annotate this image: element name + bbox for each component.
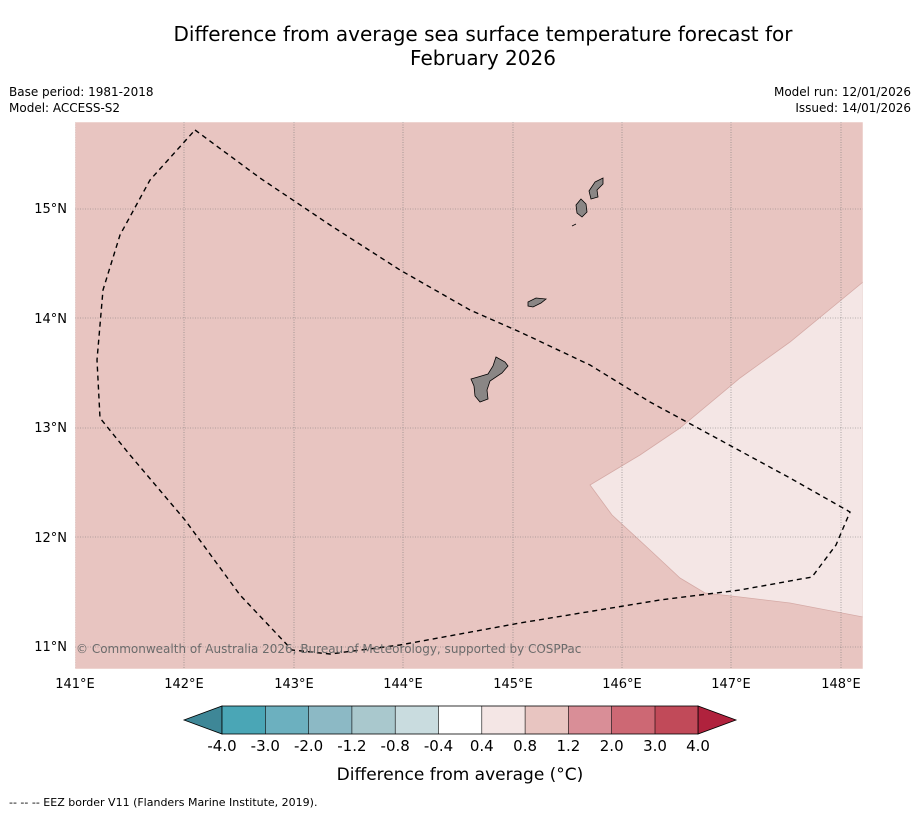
lon-label-142: 142°E <box>164 677 204 692</box>
model-name: Model: ACCESS-S2 <box>9 101 121 115</box>
saipan-island <box>588 177 604 200</box>
title-line-2: February 2026 <box>410 46 556 70</box>
colorbar-segment-9 <box>568 706 612 734</box>
guam-island <box>470 356 509 403</box>
colorbar-segment-6 <box>438 706 482 734</box>
longitude-labels: 141°E 142°E 143°E 144°E 145°E 146°E 147°… <box>55 677 861 692</box>
rota-island <box>527 297 548 308</box>
colorbar-dividers <box>264 706 656 734</box>
lon-label-143: 143°E <box>274 677 314 692</box>
lon-label-146: 146°E <box>602 677 642 692</box>
colorbar-tick-2: -3.0 <box>251 737 280 755</box>
colorbar-tick-3: -2.0 <box>294 737 323 755</box>
lat-label-15: 15°N <box>34 202 67 217</box>
colorbar-segment-2 <box>265 706 309 734</box>
metadata-right: Model run: 12/01/2026 Issued: 14/01/2026 <box>774 84 911 116</box>
colorbar-segment-7 <box>481 706 526 734</box>
latitude-labels: 15°N 14°N 13°N 12°N 11°N <box>34 202 67 655</box>
colorbar-over-arrow <box>697 705 738 735</box>
colorbar-segment-1 <box>222 706 266 734</box>
map-frame <box>74 121 864 670</box>
map-area: © Commonwealth of Australia 2026, Bureau… <box>75 122 863 669</box>
lon-label-148: 148°E <box>821 677 861 692</box>
colorbar-outline <box>221 705 699 735</box>
tinian-island <box>575 198 588 218</box>
lat-label-12: 12°N <box>34 531 67 546</box>
lat-label-14: 14°N <box>34 312 67 327</box>
anomaly-region-0.4-0.8 <box>589 281 863 618</box>
colorbar-under-arrow <box>182 705 223 735</box>
metadata-left: Base period: 1981-2018 Model: ACCESS-S2 <box>9 84 154 116</box>
lon-label-147: 147°E <box>711 677 751 692</box>
colorbar-segment-3 <box>308 706 352 734</box>
model-run: Model run: 12/01/2026 <box>773 85 911 99</box>
copyright-text: © Commonwealth of Australia 2026, Bureau… <box>76 642 581 656</box>
colorbar: -4.0 -3.0 -2.0 -1.2 -0.8 -0.4 0.4 0.8 1.… <box>182 705 738 785</box>
colorbar-tick-12: 4.0 <box>686 737 710 755</box>
eez-border <box>96 129 851 655</box>
islands <box>470 177 604 403</box>
lon-label-144: 144°E <box>383 677 423 692</box>
lat-label-13: 13°N <box>34 421 67 436</box>
colorbar-tick-8: 0.8 <box>513 737 537 755</box>
base-period: Base period: 1981-2018 <box>9 85 154 99</box>
aguijan-islet <box>571 223 577 227</box>
colorbar-tick-6: -0.4 <box>424 737 453 755</box>
colorbar-segment-10 <box>611 706 655 734</box>
colorbar-segment-5 <box>395 706 439 734</box>
lon-label-141: 141°E <box>55 677 95 692</box>
colorbar-tick-9: 1.2 <box>556 737 580 755</box>
colorbar-tick-10: 2.0 <box>600 737 624 755</box>
lon-label-145: 145°E <box>493 677 533 692</box>
colorbar-tick-11: 3.0 <box>643 737 667 755</box>
colorbar-tick-4: -1.2 <box>337 737 366 755</box>
colorbar-title: Difference from average (°C) <box>337 765 584 785</box>
chart-title: Difference from average sea surface temp… <box>0 22 919 70</box>
title-line-1: Difference from average sea surface temp… <box>173 22 793 46</box>
colorbar-segment-8 <box>525 706 569 734</box>
issued-date: Issued: 14/01/2026 <box>795 101 911 115</box>
colorbar-tick-1: -4.0 <box>207 737 236 755</box>
eez-legend-footnote: -- -- -- EEZ border V11 (Flanders Marine… <box>9 796 318 809</box>
colorbar-segment-4 <box>351 706 396 734</box>
lat-label-11: 11°N <box>34 640 67 655</box>
colorbar-segment-11 <box>655 706 698 734</box>
colorbar-tick-7: 0.4 <box>470 737 494 755</box>
graticule <box>75 122 863 669</box>
colorbar-tick-5: -0.8 <box>381 737 410 755</box>
